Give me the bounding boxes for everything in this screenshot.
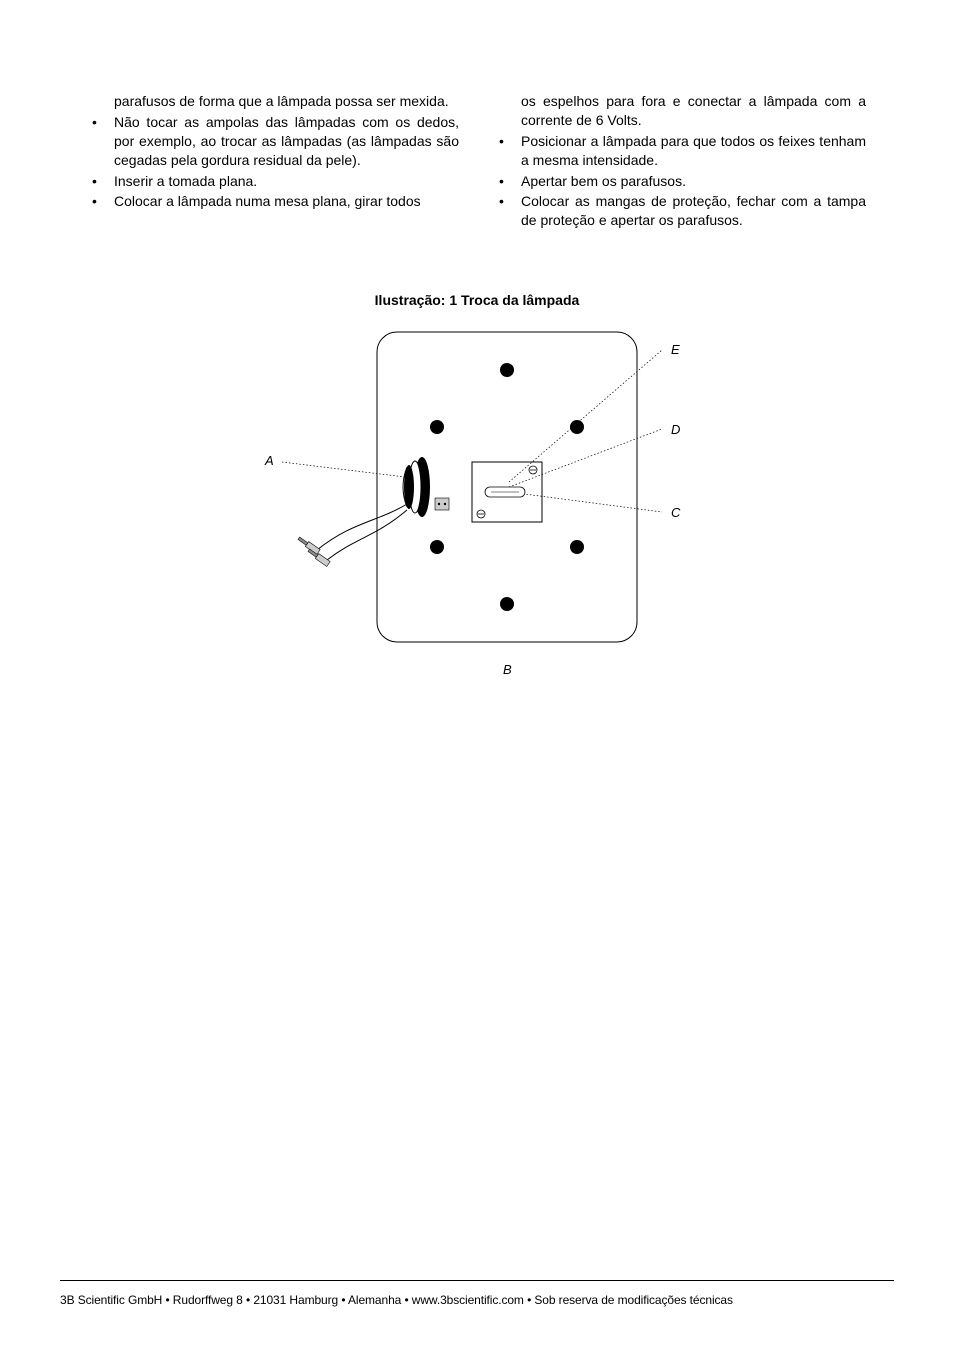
left-column: parafusos de forma que a lâmpada possa s…: [88, 92, 459, 232]
right-list: Posicionar a lâmpada para que todos os f…: [495, 132, 866, 230]
label-d: D: [671, 422, 680, 437]
list-item: Colocar a lâmpada numa mesa plana, girar…: [88, 192, 459, 211]
label-e: E: [671, 342, 680, 357]
label-c: C: [671, 505, 680, 520]
list-item: Posicionar a lâmpada para que todos os f…: [495, 132, 866, 170]
figure-diagram: A B C D E: [257, 322, 697, 702]
figure-title: Ilustração: 1 Troca da lâmpada: [88, 292, 866, 308]
footer-text: 3B Scientific GmbH • Rudorffweg 8 • 2103…: [60, 1280, 894, 1307]
list-item: Inserir a tomada plana.: [88, 172, 459, 191]
left-list: Não tocar as ampolas das lâmpadas com os…: [88, 113, 459, 211]
label-a: A: [265, 453, 274, 468]
list-item: Colocar as mangas de proteção, fechar co…: [495, 192, 866, 230]
left-cont-text: parafusos de forma que a lâmpada possa s…: [114, 92, 459, 111]
right-column: os espelhos para fora e conectar a lâmpa…: [495, 92, 866, 232]
right-cont-text: os espelhos para fora e conectar a lâmpa…: [521, 92, 866, 130]
label-b: B: [503, 662, 512, 677]
list-item: Apertar bem os parafusos.: [495, 172, 866, 191]
list-item: Não tocar as ampolas das lâmpadas com os…: [88, 113, 459, 170]
diagram-svg: [257, 322, 697, 702]
